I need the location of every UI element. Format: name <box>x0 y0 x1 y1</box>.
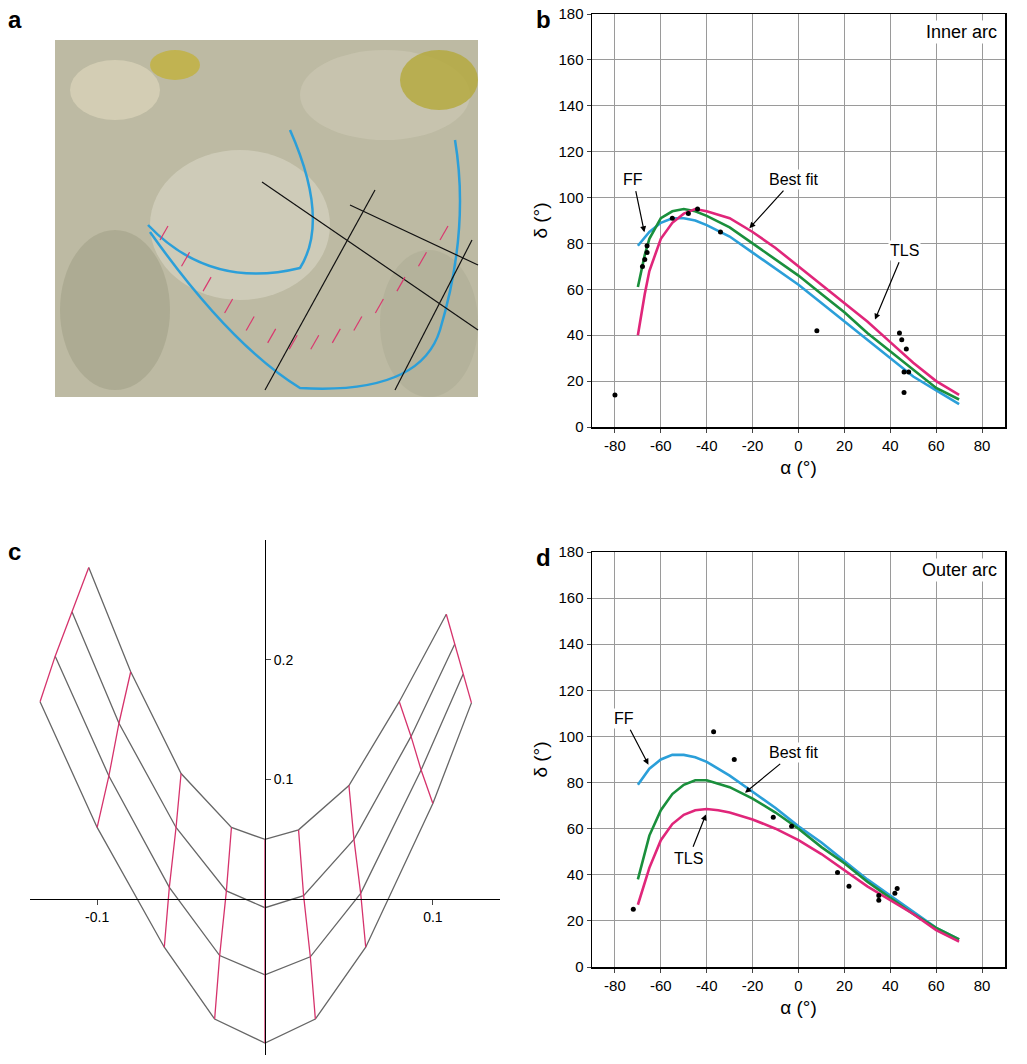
svg-text:-60: -60 <box>650 977 672 994</box>
svg-text:140: 140 <box>558 97 583 114</box>
svg-text:20: 20 <box>567 372 584 389</box>
svg-text:FF: FF <box>614 710 634 727</box>
svg-text:60: 60 <box>928 437 945 454</box>
svg-text:60: 60 <box>567 820 584 837</box>
svg-text:120: 120 <box>558 682 583 699</box>
svg-text:60: 60 <box>567 281 584 298</box>
svg-text:0.1: 0.1 <box>274 771 294 787</box>
svg-text:100: 100 <box>558 728 583 745</box>
svg-text:-80: -80 <box>604 437 626 454</box>
svg-text:FF: FF <box>623 171 643 188</box>
svg-text:80: 80 <box>567 235 584 252</box>
svg-text:20: 20 <box>836 977 853 994</box>
svg-text:-60: -60 <box>650 437 672 454</box>
svg-text:-20: -20 <box>742 977 764 994</box>
svg-text:0: 0 <box>794 977 802 994</box>
svg-text:α (°): α (°) <box>780 457 817 478</box>
svg-text:Inner arc: Inner arc <box>926 22 997 42</box>
svg-text:100: 100 <box>558 189 583 206</box>
svg-text:a: a <box>8 6 22 33</box>
svg-text:δ (°): δ (°) <box>530 741 551 777</box>
svg-text:40: 40 <box>567 866 584 883</box>
svg-text:δ (°): δ (°) <box>530 202 551 238</box>
svg-text:80: 80 <box>567 774 584 791</box>
svg-text:40: 40 <box>567 326 584 343</box>
svg-text:180: 180 <box>558 5 583 22</box>
svg-text:20: 20 <box>567 912 584 929</box>
svg-text:0: 0 <box>575 958 583 975</box>
svg-text:0: 0 <box>794 437 802 454</box>
svg-text:-80: -80 <box>604 977 626 994</box>
svg-text:0.2: 0.2 <box>274 652 294 668</box>
svg-text:c: c <box>8 538 21 565</box>
svg-text:Best fit: Best fit <box>769 171 818 188</box>
svg-text:120: 120 <box>558 143 583 160</box>
svg-text:b: b <box>536 6 551 33</box>
svg-text:-40: -40 <box>696 437 718 454</box>
svg-text:40: 40 <box>882 437 899 454</box>
svg-text:0: 0 <box>575 418 583 435</box>
svg-text:140: 140 <box>558 635 583 652</box>
svg-text:160: 160 <box>558 51 583 68</box>
svg-text:80: 80 <box>974 437 991 454</box>
svg-text:d: d <box>536 544 551 571</box>
svg-text:α (°): α (°) <box>780 997 817 1018</box>
svg-text:TLS: TLS <box>890 242 919 259</box>
svg-text:60: 60 <box>928 977 945 994</box>
svg-text:180: 180 <box>558 543 583 560</box>
svg-text:-20: -20 <box>742 437 764 454</box>
svg-text:-40: -40 <box>696 977 718 994</box>
svg-text:20: 20 <box>836 437 853 454</box>
svg-text:40: 40 <box>882 977 899 994</box>
svg-text:TLS: TLS <box>674 850 703 867</box>
svg-text:160: 160 <box>558 589 583 606</box>
svg-text:-0.1: -0.1 <box>85 909 109 925</box>
svg-text:80: 80 <box>974 977 991 994</box>
svg-text:Best fit: Best fit <box>769 744 818 761</box>
svg-text:Outer arc: Outer arc <box>922 560 997 580</box>
svg-text:0.1: 0.1 <box>423 909 443 925</box>
